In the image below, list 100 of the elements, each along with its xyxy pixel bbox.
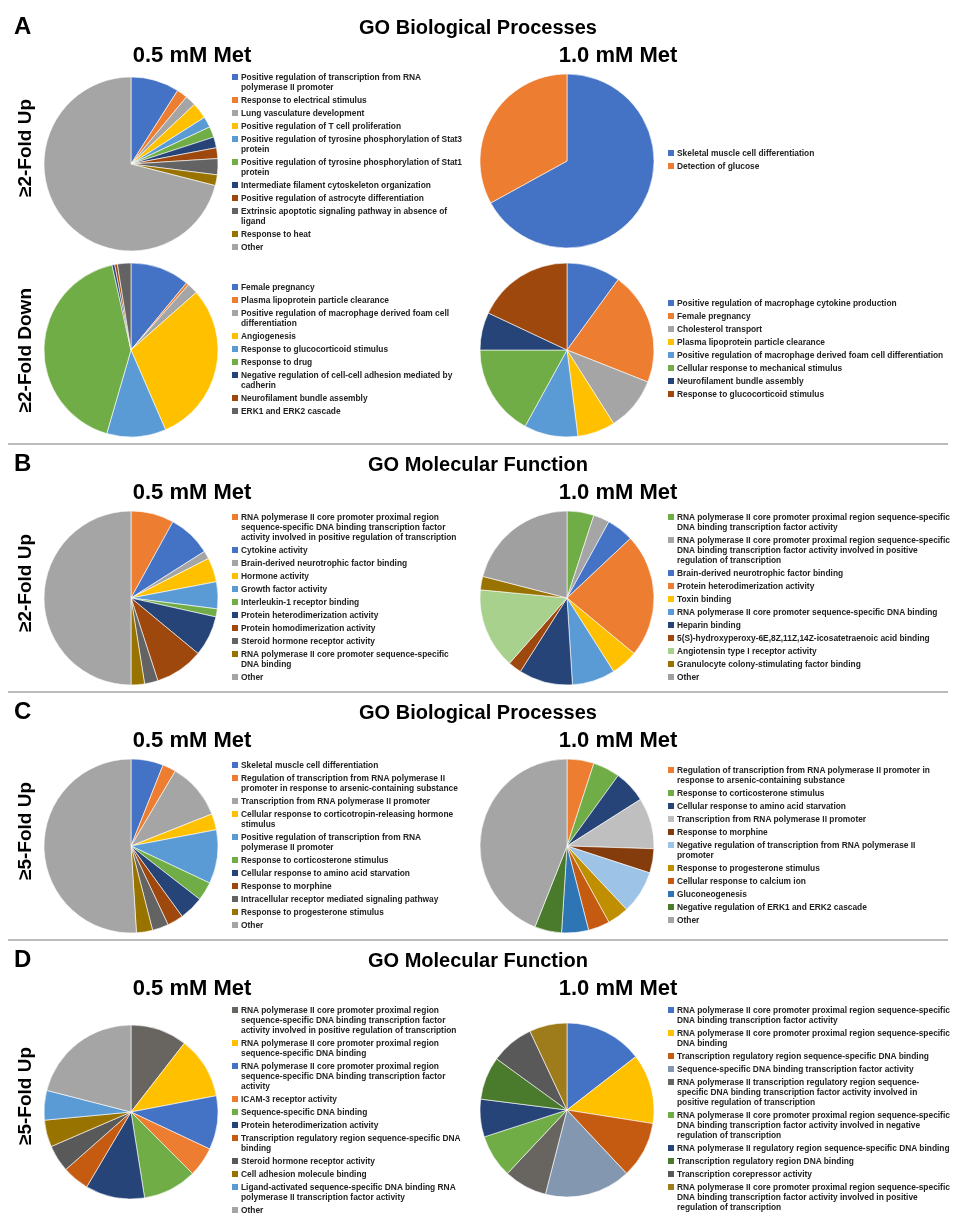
text: C bbox=[14, 697, 32, 725]
legend-label: Positive regulation of tyrosine phosphorylation of Stat3 protein bbox=[241, 134, 464, 154]
legend-label: Positive regulation of transcription from RNA polymerase II promoter bbox=[241, 72, 422, 92]
legend-label: Other bbox=[241, 919, 264, 930]
legend-label: Cellular response to amino acid starvation bbox=[241, 867, 410, 878]
legend-label: Protein heterodimerization activity bbox=[241, 1120, 379, 1130]
legend-label: Angiogenesis bbox=[241, 330, 296, 341]
text: ≥5-Fold Up bbox=[14, 781, 36, 881]
legend-label: Skeletal muscle cell differentiation bbox=[677, 148, 815, 158]
legend-label: Response to progesterone stimulus bbox=[241, 906, 384, 917]
legend-label: Negative regulation of ERK1 and ERK2 cascade bbox=[677, 901, 867, 912]
legend-label: Regulation of transcription from RNA polymerase II promoter in response to arsenic-containing substance bbox=[241, 772, 459, 793]
legend-label: Heparin binding bbox=[677, 619, 741, 630]
legend-label: Response to drug bbox=[241, 356, 313, 367]
legend-label: Cellular response to calcium ion bbox=[677, 875, 806, 886]
legend-label: Steroid hormone receptor activity bbox=[241, 1156, 376, 1166]
legend-label: Brain-derived neurotrophic factor binding bbox=[241, 557, 408, 568]
legend-label: Skeletal muscle cell differentiation bbox=[241, 759, 379, 770]
legend-label: RNA polymerase II core promoter proximal region sequence-specific DNA binding transcription factor activity bbox=[677, 1005, 950, 1025]
chart-title: 1.0 mM Met bbox=[558, 42, 678, 67]
legend-label: Protein homodimerization activity bbox=[241, 622, 376, 633]
legend-label: RNA polymerase II core promoter proximal region sequence-specific DNA binding bbox=[241, 1038, 440, 1058]
legend-label: Positive regulation of transcription from RNA polymerase II promoter bbox=[241, 831, 422, 852]
legend-label: Response to glucocorticoid stimulus bbox=[677, 389, 825, 399]
legend-label: Plasma lipoprotein particle clearance bbox=[241, 294, 390, 305]
text: D bbox=[14, 945, 32, 973]
chart-title: 1.0 mM Met bbox=[558, 975, 678, 1000]
legend-label: Cellular response to corticotropin-releasing hormone stimulus bbox=[241, 808, 455, 829]
legend-label: Sequence-specific DNA binding bbox=[241, 1107, 368, 1117]
legend-label: RNA polymerase II transcription regulatory region sequence-specific DNA binding transcription factor activity involved in positive regulation of transcription bbox=[677, 1077, 921, 1107]
legend-label: Cell adhesion molecule binding bbox=[241, 1169, 367, 1179]
legend-label: RNA polymerase II core promoter proximal region sequence-specific DNA binding bbox=[677, 1028, 950, 1048]
legend-label: RNA polymerase II regulatory region sequence-specific DNA binding bbox=[677, 1143, 950, 1153]
legend-label: Transcription regulatory region sequence-specific DNA binding bbox=[241, 1133, 462, 1153]
text: B bbox=[14, 449, 32, 477]
legend-label: Intracellular receptor mediated signaling pathway bbox=[241, 893, 439, 904]
legend-label: Negative regulation of transcription from RNA polymerase II promoter bbox=[677, 839, 917, 860]
legend-label: Plasma lipoprotein particle clearance bbox=[677, 337, 826, 347]
legend-label: Cytokine activity bbox=[241, 544, 308, 555]
legend-label: RNA polymerase II core promoter sequence-specific DNA binding bbox=[241, 648, 450, 669]
legend-label: Granulocyte colony-stimulating factor binding bbox=[677, 658, 861, 669]
legend-label: RNA polymerase II core promoter proximal region sequence-specific DNA binding transcription factor activity involved in positive regulation of transcription bbox=[677, 1182, 950, 1212]
text: GO Biological Processes bbox=[359, 701, 597, 723]
legend-label: Sequence-specific DNA binding transcription factor activity bbox=[677, 1064, 914, 1074]
legend-label: Detection of glucose bbox=[677, 161, 760, 171]
chart-title: 0.5 mM Met bbox=[132, 975, 252, 1000]
legend-label: Toxin binding bbox=[677, 593, 732, 604]
legend-label: Transcription from RNA polymerase II promoter bbox=[677, 813, 867, 824]
legend-label: Protein heterodimerization activity bbox=[677, 580, 815, 591]
chart-title: 1.0 mM Met bbox=[558, 479, 678, 504]
legend-label: Response to corticosterone stimulus bbox=[241, 854, 389, 865]
legend-label: Other bbox=[677, 671, 700, 682]
legend-label: Other bbox=[241, 671, 264, 682]
legend-label: Transcription regulatory region sequence-specific DNA binding bbox=[677, 1051, 929, 1061]
legend-label: Response to electrical stimulus bbox=[241, 95, 367, 105]
legend-label: Interleukin-1 receptor binding bbox=[241, 596, 360, 607]
legend-label: RNA polymerase II core promoter sequence-specific DNA binding bbox=[677, 606, 938, 617]
legend-label: Other bbox=[677, 914, 700, 925]
legend-label: Ligand-activated sequence-specific DNA binding RNA polymerase II transcription factor activity bbox=[241, 1182, 457, 1202]
legend-label: Transcription from RNA polymerase II promoter bbox=[241, 795, 431, 806]
legend-label: Positive regulation of macrophage cytokine production bbox=[677, 298, 897, 308]
legend-label: 5(S)-hydroxyperoxy-6E,8Z,11Z,14Z-icosatetraenoic acid binding bbox=[677, 632, 930, 643]
legend-label: Lung vasculature development bbox=[241, 108, 365, 118]
legend-label: ERK1 and ERK2 cascade bbox=[241, 405, 341, 416]
legend-label: Positive regulation of macrophage derived foam cell differentiation bbox=[677, 350, 944, 360]
legend-label: Steroid hormone receptor activity bbox=[241, 635, 376, 646]
text: GO Molecular Function bbox=[367, 949, 588, 971]
legend-label: Response to glucocorticoid stimulus bbox=[241, 343, 389, 354]
legend-label: Hormone activity bbox=[241, 570, 309, 581]
legend-label: Intermediate filament cytoskeleton organization bbox=[241, 180, 431, 190]
legend-label: RNA polymerase II core promoter proximal region sequence-specific DNA binding transcription factor activity bbox=[677, 511, 950, 532]
legend-label: Response to corticosterone stimulus bbox=[677, 787, 825, 798]
legend-label: Angiotensin type I receptor activity bbox=[677, 645, 817, 656]
legend-label: ICAM-3 receptor activity bbox=[241, 1094, 337, 1104]
legend-label: Positive regulation of astrocyte differentiation bbox=[241, 193, 424, 203]
chart-title: 0.5 mM Met bbox=[132, 479, 252, 504]
legend-label: Neurofilament bundle assembly bbox=[241, 392, 368, 403]
legend-label: Response to progesterone stimulus bbox=[677, 862, 820, 873]
text: GO Molecular Function bbox=[367, 453, 588, 475]
legend-label: Cholesterol transport bbox=[677, 324, 763, 334]
legend-label: Regulation of transcription from RNA polymerase II promoter in response to arsenic-containing substance bbox=[677, 764, 931, 785]
legend-label: RNA polymerase II core promoter proximal region sequence-specific DNA binding transcription factor activity involved in positive regulation of transcription bbox=[241, 1005, 458, 1035]
legend-label: Cellular response to amino acid starvation bbox=[677, 800, 846, 811]
legend-label: Response to morphine bbox=[677, 826, 768, 837]
legend-label: RNA polymerase II core promoter proximal region sequence-specific DNA binding transcription factor activity bbox=[241, 1061, 447, 1091]
legend-label: Positive regulation of macrophage derived foam cell differentiation bbox=[241, 307, 451, 328]
legend-label: Cellular response to mechanical stimulus bbox=[677, 363, 843, 373]
legend-label: Gluconeogenesis bbox=[677, 888, 747, 899]
legend-label: Protein heterodimerization activity bbox=[241, 609, 379, 620]
chart-title: 1.0 mM Met bbox=[558, 727, 678, 752]
pie-slice bbox=[43, 76, 216, 251]
legend-label: RNA polymerase II core promoter proximal region sequence-specific DNA binding transcription factor activity involved in positive regulation of transcription bbox=[241, 511, 458, 542]
legend-label: Brain-derived neurotrophic factor binding bbox=[677, 567, 844, 578]
legend-label: Response to heat bbox=[241, 229, 311, 239]
legend-label: RNA polymerase II core promoter proximal region sequence-specific DNA binding transcription factor activity involved in positive regulation of transcription bbox=[677, 534, 950, 565]
legend-label: Positive regulation of tyrosine phosphorylation of Stat1 protein bbox=[241, 157, 464, 177]
chart-title: 0.5 mM Met bbox=[132, 727, 252, 752]
legend-label: Neurofilament bundle assembly bbox=[677, 376, 804, 386]
text: ≥5-Fold Up bbox=[14, 1047, 36, 1146]
legend-label: Negative regulation of cell-cell adhesion mediated by cadherin bbox=[241, 369, 454, 390]
